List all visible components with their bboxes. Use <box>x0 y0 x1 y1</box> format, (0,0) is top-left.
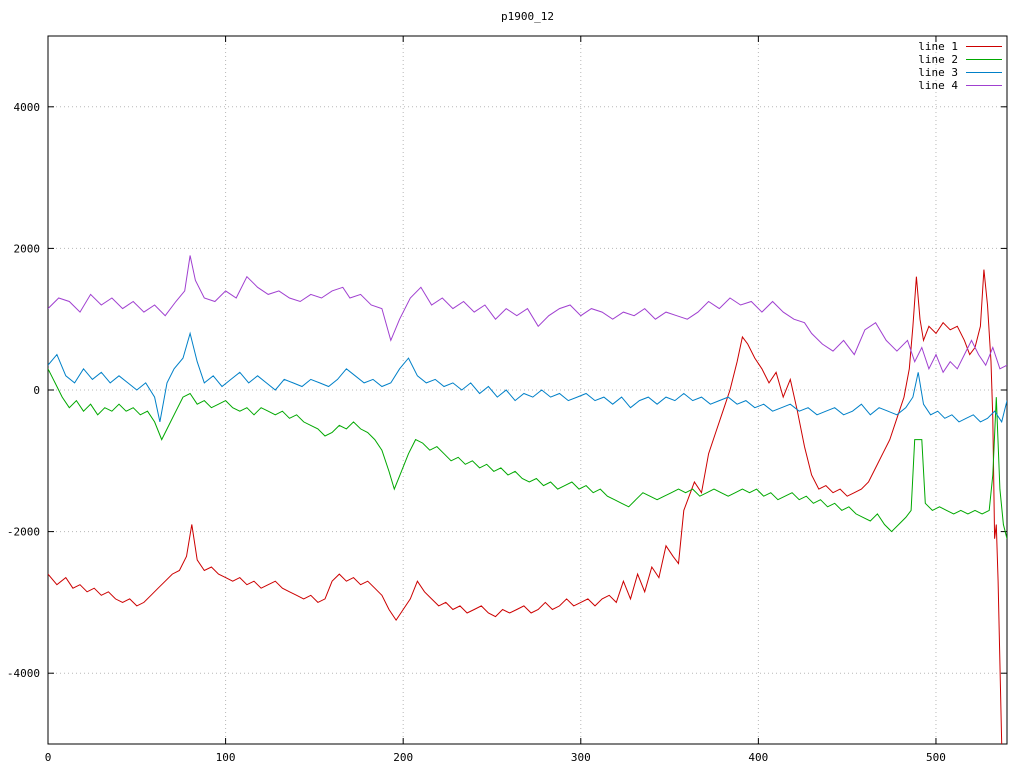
legend: line 1 line 2 line 3 line 4 <box>918 40 1002 92</box>
plot-border <box>47 35 1008 745</box>
legend-label: line 2 <box>918 53 958 66</box>
x-tick-label: 300 <box>571 751 591 764</box>
y-tick-label: 4000 <box>14 101 41 114</box>
legend-label: line 3 <box>918 66 958 79</box>
legend-line-sample <box>966 72 1002 73</box>
x-tick-label: 400 <box>748 751 768 764</box>
legend-item: line 4 <box>918 79 1002 92</box>
legend-line-sample <box>966 46 1002 47</box>
legend-line-sample <box>966 59 1002 60</box>
legend-label: line 1 <box>918 40 958 53</box>
y-tick-label: 0 <box>33 384 40 397</box>
series-line-3 <box>48 331 1007 424</box>
legend-item: line 1 <box>918 40 1002 53</box>
legend-item: line 2 <box>918 53 1002 66</box>
y-tick-label: -2000 <box>7 526 40 539</box>
series-line-1 <box>48 269 1003 744</box>
x-tick-label: 100 <box>216 751 236 764</box>
legend-item: line 3 <box>918 66 1002 79</box>
x-tick-label: 200 <box>393 751 413 764</box>
x-tick-label: 500 <box>926 751 946 764</box>
series-line-2 <box>48 368 1007 539</box>
legend-line-sample <box>966 85 1002 86</box>
chart-title: p1900_12 <box>501 10 554 23</box>
y-tick-label: -4000 <box>7 667 40 680</box>
legend-label: line 4 <box>918 79 958 92</box>
x-tick-label: 0 <box>45 751 52 764</box>
series-line-4 <box>48 255 1007 374</box>
y-tick-label: 2000 <box>14 242 41 255</box>
